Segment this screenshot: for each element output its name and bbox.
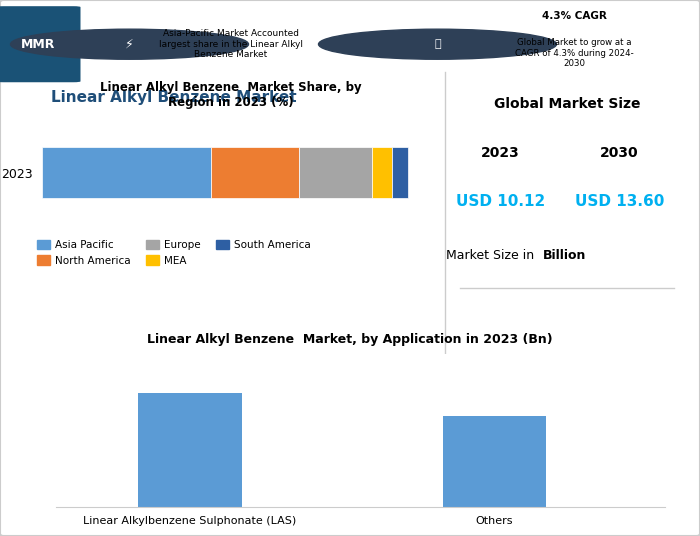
FancyBboxPatch shape — [0, 6, 80, 82]
Text: 🔥: 🔥 — [434, 39, 441, 49]
Bar — [300, 147, 372, 198]
Bar — [42, 147, 211, 198]
Text: USD 10.12: USD 10.12 — [456, 194, 545, 209]
Bar — [138, 393, 242, 507]
Circle shape — [10, 29, 248, 59]
Text: 4.3% CAGR: 4.3% CAGR — [542, 11, 606, 21]
Text: Asia-Pacific Market Accounted
largest share in the Linear Alkyl
Benzene Market: Asia-Pacific Market Accounted largest sh… — [159, 29, 303, 59]
Text: USD 13.60: USD 13.60 — [575, 194, 664, 209]
Legend: Asia Pacific, North America, Europe, MEA, South America: Asia Pacific, North America, Europe, MEA… — [33, 236, 315, 270]
Text: MMR: MMR — [21, 38, 56, 51]
Bar — [372, 147, 392, 198]
Text: 2023: 2023 — [481, 145, 519, 160]
Text: Market Size in: Market Size in — [447, 249, 538, 262]
Circle shape — [318, 29, 556, 59]
Text: Linear Alkyl Benzene Market: Linear Alkyl Benzene Market — [51, 90, 296, 105]
Text: Global Market to grow at a
CAGR of 4.3% during 2024-
2030: Global Market to grow at a CAGR of 4.3% … — [514, 38, 634, 68]
Bar — [392, 147, 408, 198]
Text: Global Market Size: Global Market Size — [494, 98, 640, 111]
Text: 2030: 2030 — [600, 145, 638, 160]
Title: Linear Alkyl Benzene  Market Share, by
Region in 2023 (%): Linear Alkyl Benzene Market Share, by Re… — [100, 80, 362, 109]
Text: Linear Alkyl Benzene  Market, by Application in 2023 (Bn): Linear Alkyl Benzene Market, by Applicat… — [147, 332, 553, 346]
Bar — [211, 147, 300, 198]
Text: Billion: Billion — [543, 249, 587, 262]
Text: ⚡: ⚡ — [125, 38, 134, 51]
Bar — [442, 416, 546, 507]
